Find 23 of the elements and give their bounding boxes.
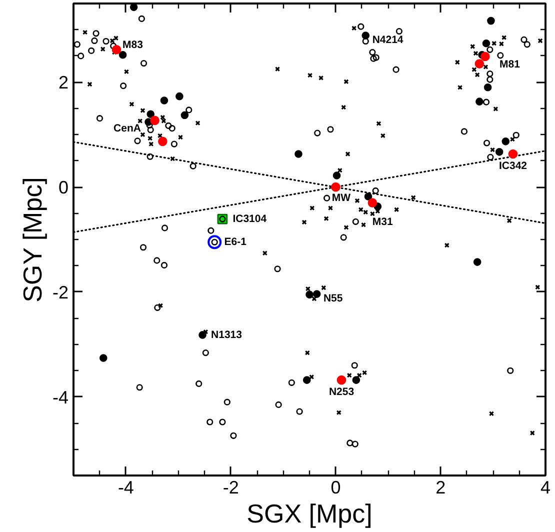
annotation: M31	[372, 216, 393, 228]
y-tick-label: 0	[58, 178, 69, 198]
x-tick-label: -4	[118, 478, 134, 498]
x-axis-title: SGX [Mpc]	[246, 498, 372, 528]
annotation: N1313	[211, 328, 242, 341]
x-tick-label: 2	[436, 478, 446, 498]
x-tick-label: 4	[540, 478, 551, 498]
annotation: IC342	[498, 160, 528, 172]
y-axis-title: SGY [Mpc]	[17, 177, 48, 302]
y-tick-label: 2	[58, 72, 69, 93]
annotation: M81	[500, 58, 520, 71]
y-tick-label: -4	[52, 387, 69, 408]
annotation: N253	[328, 386, 354, 398]
annotation: N55	[323, 292, 343, 305]
annotation: E6-1	[224, 236, 247, 248]
x-tick-label: -2	[222, 478, 239, 498]
annotation: IC3104	[232, 213, 267, 226]
annotation: MW	[332, 192, 351, 204]
annotation: M83	[122, 39, 144, 52]
x-tick-label: 0	[330, 478, 341, 498]
y-tick-label: -2	[52, 282, 69, 302]
annotation: CenA	[114, 122, 142, 134]
annotation: N4214	[372, 34, 404, 46]
